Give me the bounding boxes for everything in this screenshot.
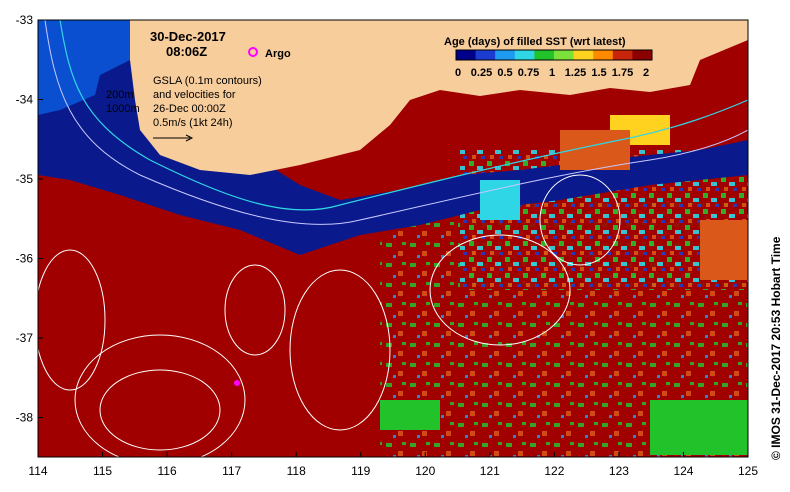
legend-tick-label: 1.5 <box>591 67 606 79</box>
y-tick-label: -35 <box>16 172 34 186</box>
patch-orange-east <box>700 220 748 280</box>
legend-tick-label: 1 <box>549 67 555 79</box>
y-tick-label: -33 <box>16 13 34 27</box>
y-axis: -33 -34 -35 -36 -37 -38 <box>16 13 43 425</box>
x-tick-label: 118 <box>287 464 306 478</box>
legend-color-swatch <box>612 50 633 60</box>
isobath-200m <box>59 20 748 211</box>
map-field <box>38 20 748 457</box>
plot-frame <box>37 19 749 458</box>
x-tick-label: 116 <box>158 464 177 478</box>
date-label: 30-Dec-2017 <box>150 29 226 44</box>
legend-tick-label: 0.25 <box>471 67 492 79</box>
legend-tick-label: 1.25 <box>565 67 586 79</box>
patch-green-se <box>650 400 748 455</box>
isobath-label-1000m: 1000m <box>106 103 140 115</box>
gsla-note-line: GSLA (0.1m contours) <box>153 75 262 87</box>
legend-color-swatch <box>632 50 653 60</box>
y-tick-label: -36 <box>16 252 34 266</box>
legend-color-swatch <box>475 50 496 60</box>
isobath-1000m <box>44 20 748 225</box>
legend-color-swatch <box>593 50 614 60</box>
legend-colorbar <box>455 49 653 61</box>
x-tick-label: 122 <box>544 464 564 478</box>
gsla-contour <box>99 369 221 451</box>
credit-text: © IMOS 31-Dec-2017 20:53 Hobart Time <box>769 236 783 460</box>
argo-float-marker <box>234 380 240 386</box>
legend-color-swatch <box>573 50 594 60</box>
x-tick-label: 125 <box>738 464 758 478</box>
legend-color-swatch <box>495 50 516 60</box>
legend-color-swatch <box>456 50 477 60</box>
legend-tick-label: 0 <box>455 67 461 79</box>
legend-tick-label: 0.75 <box>518 67 539 79</box>
gsla-contour <box>429 234 571 346</box>
x-axis: 114 115 116 117 118 119 120 121 122 123 124 125 <box>28 452 758 478</box>
patch-green-s <box>380 400 440 430</box>
gsla-note-line: and velocities for <box>153 89 236 101</box>
gsla-note-line: 0.5m/s (1kt 24h) <box>153 117 232 129</box>
x-tick-label: 124 <box>673 464 693 478</box>
x-tick-label: 115 <box>93 464 112 478</box>
legend-color-swatch <box>554 50 575 60</box>
gsla-contour <box>38 249 106 391</box>
legend-colorbar-frame <box>455 49 653 61</box>
y-tick-label: -34 <box>16 93 34 107</box>
legend-color-swatch <box>514 50 535 60</box>
patch-cyan <box>480 180 520 220</box>
gsla-contour <box>539 174 621 266</box>
x-tick-label: 120 <box>415 464 435 478</box>
x-tick-label: 114 <box>28 464 47 478</box>
legend-tick-label: 0.5 <box>497 67 512 79</box>
y-tick-label: -38 <box>16 411 34 425</box>
x-tick-label: 119 <box>351 464 370 478</box>
argo-legend-icon <box>248 47 258 57</box>
isobath-label-200m: 200m <box>106 89 134 101</box>
velocity-scale-arrowhead <box>185 134 194 142</box>
x-tick-label: 117 <box>222 464 241 478</box>
x-tick-label: 121 <box>480 464 500 478</box>
legend-tick-label: 2 <box>643 67 649 79</box>
gsla-contour <box>224 264 286 356</box>
legend-tick-label: 1.75 <box>612 67 633 79</box>
y-tick-label: -37 <box>16 331 34 345</box>
gsla-contour <box>289 269 391 431</box>
gsla-contour <box>74 334 246 457</box>
legend-title: Age (days) of filled SST (wrt latest) <box>444 36 626 48</box>
legend-tick-labels: 0 0.25 0.5 0.75 1 1.25 1.5 1.75 2 <box>455 67 649 79</box>
argo-label: Argo <box>265 48 291 60</box>
x-tick-label: 123 <box>609 464 629 478</box>
time-label: 08:06Z <box>166 44 207 59</box>
shelf-navy-band <box>38 20 748 255</box>
gsla-note-line: 26-Dec 00:00Z <box>153 103 226 115</box>
legend-color-swatch <box>534 50 555 60</box>
